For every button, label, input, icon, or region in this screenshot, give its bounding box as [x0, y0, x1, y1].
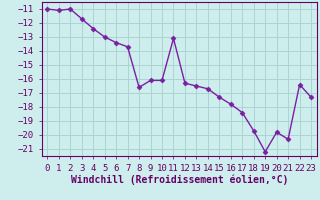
- X-axis label: Windchill (Refroidissement éolien,°C): Windchill (Refroidissement éolien,°C): [70, 174, 288, 185]
